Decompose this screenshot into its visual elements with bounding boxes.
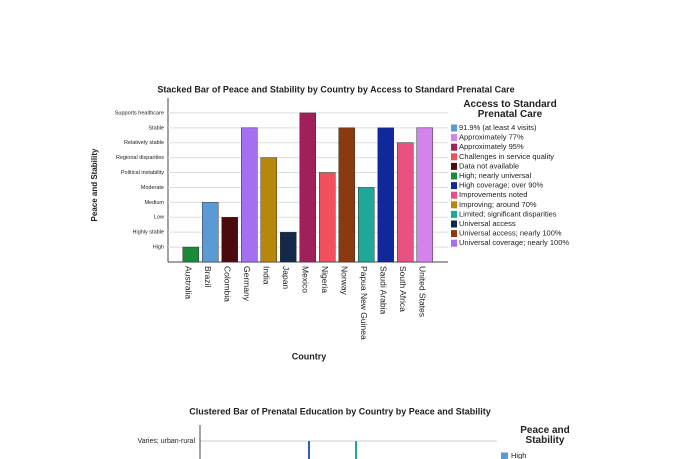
legend-swatch	[451, 134, 457, 142]
bar	[182, 246, 199, 263]
bar	[397, 142, 414, 263]
y-tick-label: Low	[154, 215, 164, 221]
legend-swatch	[451, 182, 457, 190]
legend-swatch	[451, 153, 457, 161]
x-tick-label: South Africa	[398, 266, 408, 312]
legend-swatch	[451, 201, 457, 209]
y-tick-label: Supports healthcare	[115, 110, 164, 116]
legend-label: Universal coverage; nearly 100%	[459, 238, 569, 247]
chart-title: Clustered Bar of Prenatal Education by C…	[189, 406, 491, 416]
legend-label: High	[511, 451, 526, 459]
bar	[221, 217, 238, 263]
legend-swatch	[451, 210, 457, 218]
bar	[338, 127, 355, 263]
x-tick-label: Nigeria	[320, 266, 330, 293]
y-tick-label: Moderate	[141, 185, 164, 191]
bar	[202, 202, 219, 263]
legend-swatch	[451, 172, 457, 180]
x-tick-label: Australia	[184, 266, 194, 299]
legend-swatch	[451, 191, 457, 199]
bar	[241, 127, 258, 263]
y-tick-label: Highly stable	[133, 230, 165, 236]
chart-title: Stacked Bar of Peace and Stability by Co…	[157, 84, 514, 94]
bar	[299, 112, 316, 263]
legend-label: Limited; significant disparities	[459, 209, 557, 218]
x-tick-label: Japan	[281, 266, 291, 289]
y-axis-title: Peace and Stability	[90, 148, 99, 221]
legend-label: Improvements noted	[459, 190, 527, 199]
x-tick-label: Papua New Guinea	[359, 266, 369, 340]
x-tick-label: India	[262, 266, 272, 285]
x-tick-label: Colombia	[223, 266, 233, 302]
x-tick-label: Mexico	[301, 266, 311, 293]
y-tick-label: High	[153, 245, 164, 251]
legend-label: High; nearly universal	[459, 171, 531, 180]
legend-title: Access to Standard Prenatal Care	[463, 99, 557, 120]
legend-swatch	[501, 452, 508, 459]
legend-swatch	[451, 220, 457, 228]
legend-swatch	[451, 124, 457, 132]
legend-label: Approximately 95%	[459, 142, 524, 151]
y-tick-label: Varies; urban-rural	[138, 438, 196, 445]
x-tick-label: United States	[418, 266, 428, 317]
y-tick-label: Relatively stable	[124, 140, 164, 146]
legend-label: Universal access; nearly 100%	[459, 229, 562, 238]
legend-label: Challenges in service quality	[459, 152, 554, 161]
legend-swatch	[451, 162, 457, 170]
bar	[416, 127, 433, 263]
y-tick-label: Political instability	[121, 170, 164, 176]
legend-label: Improving; around 70%	[459, 200, 537, 209]
legend-swatch	[451, 143, 457, 151]
legend-swatch	[451, 230, 457, 238]
x-tick-label: Germany	[242, 266, 252, 302]
y-tick-label: Medium	[144, 200, 164, 206]
bar	[260, 157, 277, 263]
x-axis-title: Country	[292, 351, 327, 361]
y-tick-label: Stable	[148, 125, 164, 131]
legend-label: Universal access	[459, 219, 516, 228]
bar	[319, 172, 336, 263]
legend-label: 91.9% (at least 4 visits)	[459, 123, 537, 132]
bar	[280, 231, 297, 263]
legend-label: Approximately 77%	[459, 133, 524, 142]
bar	[377, 127, 394, 263]
x-tick-label: Brazil	[203, 266, 213, 287]
bar	[358, 187, 375, 263]
x-tick-label: Norway	[340, 266, 350, 296]
x-tick-label: Saudi Arabia	[379, 266, 389, 314]
legend-title: Peace and Stability	[520, 425, 570, 446]
y-tick-label: Regional disparities	[116, 155, 164, 161]
legend-label: High coverage; over 90%	[459, 181, 544, 190]
legend-label: Data not available	[459, 161, 519, 170]
legend-swatch	[451, 239, 457, 247]
